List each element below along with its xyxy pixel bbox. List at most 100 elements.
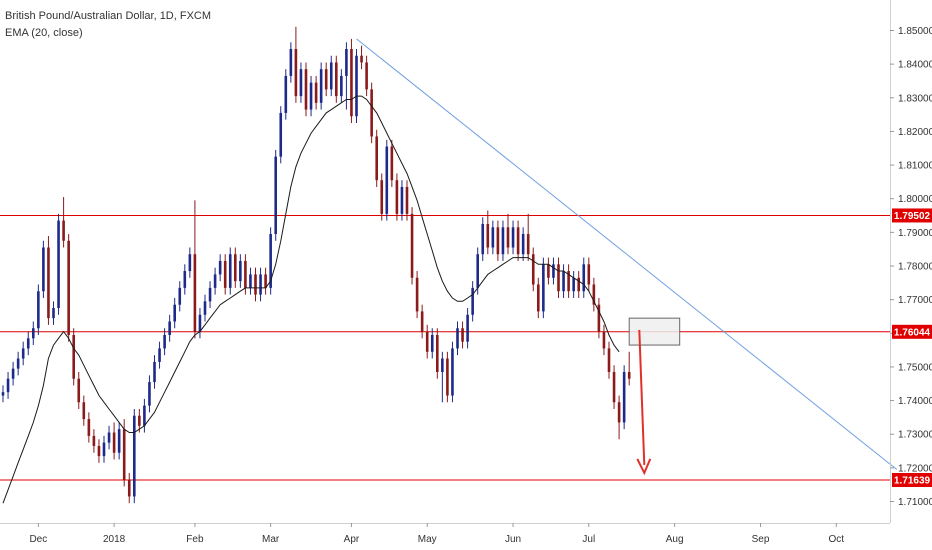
candle-body bbox=[223, 260, 227, 288]
candle-body bbox=[451, 348, 454, 396]
level-label: 1.79502 bbox=[894, 211, 931, 222]
price-tick-label: 1.72000 bbox=[898, 463, 932, 474]
candle-body bbox=[1, 392, 5, 396]
level-label: 1.76044 bbox=[894, 327, 931, 338]
time-tick-label: May bbox=[418, 534, 437, 545]
candle-body bbox=[415, 277, 419, 312]
candle-body bbox=[213, 274, 217, 288]
candle-body bbox=[82, 402, 86, 420]
down-arrow-head bbox=[636, 458, 652, 476]
price-tick-label: 1.80000 bbox=[898, 194, 932, 205]
candle-down bbox=[390, 139, 394, 187]
candle-body bbox=[516, 227, 520, 255]
candle-down bbox=[420, 304, 424, 339]
candle-body bbox=[486, 223, 490, 248]
time-axis[interactable]: Dec 2018 Feb Mar Apr May Jun Jul Aug Sep Oct bbox=[0, 523, 890, 545]
candle-body bbox=[607, 348, 611, 372]
candle-body bbox=[597, 304, 601, 332]
candle-body bbox=[612, 371, 616, 403]
candle-body bbox=[577, 277, 580, 292]
candle-body bbox=[466, 314, 469, 342]
price-tick-label: 1.74000 bbox=[898, 396, 932, 407]
candle-body bbox=[410, 213, 414, 278]
candle-body bbox=[92, 435, 96, 446]
candle-down bbox=[97, 439, 101, 463]
candle-body bbox=[16, 358, 20, 369]
candle-up bbox=[249, 267, 252, 295]
candle-body bbox=[153, 361, 156, 383]
candle-up bbox=[329, 55, 333, 97]
candle-down bbox=[531, 247, 535, 292]
candle-down bbox=[592, 277, 596, 312]
price-tick-label: 1.81000 bbox=[898, 161, 932, 172]
candle-up bbox=[491, 220, 495, 255]
candle-body bbox=[405, 186, 409, 214]
ema-line-group bbox=[2, 95, 620, 504]
candle-up bbox=[355, 49, 358, 124]
candle-down bbox=[82, 395, 86, 426]
candle-up bbox=[289, 42, 293, 83]
candle-body bbox=[425, 331, 429, 352]
candle-body bbox=[299, 69, 303, 97]
candle-up bbox=[340, 69, 343, 103]
candle-up bbox=[183, 264, 187, 295]
candle-up bbox=[158, 341, 161, 369]
candle-up bbox=[16, 351, 20, 376]
candle-up bbox=[6, 371, 10, 399]
candle-body bbox=[622, 371, 626, 423]
candle-body bbox=[218, 260, 222, 275]
candle-up bbox=[148, 375, 151, 413]
candle-down bbox=[617, 395, 621, 440]
candle-up bbox=[188, 247, 192, 278]
candle-down bbox=[410, 207, 414, 285]
time-tick-label: Sep bbox=[752, 534, 770, 545]
candle-down bbox=[62, 197, 65, 248]
candle-up bbox=[345, 42, 348, 110]
candle-body bbox=[32, 328, 35, 339]
candle-body bbox=[208, 287, 212, 302]
candle-body bbox=[390, 146, 394, 181]
candle-up bbox=[163, 328, 166, 356]
candle-up bbox=[456, 321, 459, 356]
price-tick-label: 1.75000 bbox=[898, 362, 932, 373]
candle-body bbox=[345, 49, 348, 76]
candle-up bbox=[441, 351, 444, 403]
candle-body bbox=[234, 254, 237, 282]
candle-body bbox=[430, 334, 434, 352]
trendline bbox=[356, 38, 898, 470]
candle-body bbox=[143, 405, 146, 426]
candle-up bbox=[562, 264, 565, 298]
time-tick-label: Jun bbox=[505, 534, 521, 545]
candle-up bbox=[239, 254, 242, 288]
ema-line bbox=[2, 95, 620, 504]
annotations bbox=[356, 38, 898, 476]
candle-body bbox=[148, 382, 151, 406]
candle-body bbox=[511, 227, 515, 248]
candle-up bbox=[572, 271, 575, 298]
candle-up bbox=[198, 308, 202, 339]
candle-down bbox=[557, 257, 560, 298]
candle-up bbox=[552, 257, 555, 285]
candle-up bbox=[1, 385, 5, 403]
candle-up bbox=[269, 227, 272, 295]
candle-body bbox=[269, 234, 272, 288]
price-tick-label: 1.83000 bbox=[898, 93, 932, 104]
candle-down bbox=[395, 173, 399, 221]
candle-body bbox=[127, 479, 131, 497]
candle-body bbox=[193, 254, 197, 332]
candle-body bbox=[501, 227, 505, 255]
candle-body bbox=[198, 314, 202, 332]
candle-body bbox=[87, 419, 91, 436]
candle-up bbox=[57, 213, 60, 315]
candle-down bbox=[577, 271, 580, 298]
candle-up bbox=[208, 281, 212, 309]
candle-body bbox=[542, 264, 545, 312]
candle-body bbox=[335, 62, 338, 97]
candle-up bbox=[21, 341, 25, 366]
candle-down bbox=[304, 62, 308, 117]
candle-body bbox=[62, 220, 65, 241]
candle-down bbox=[234, 247, 237, 288]
candle-body bbox=[456, 328, 459, 349]
candle-down bbox=[87, 412, 91, 443]
